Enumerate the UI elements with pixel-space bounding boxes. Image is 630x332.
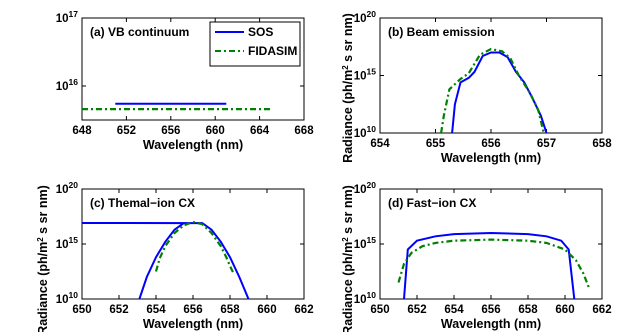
x-tick-label: 658 <box>592 138 612 150</box>
y-tick-label: 1010 <box>56 290 79 306</box>
legend-label: FIDASIM <box>248 44 297 58</box>
series-line-sos <box>403 231 576 299</box>
x-axis-label: Wavelength (nm) <box>441 317 541 331</box>
series-line-fidasim <box>154 220 235 275</box>
y-tick-label: 1017 <box>56 9 79 25</box>
panel-2: 654 655 656 657 658 1010 1015 1020 Wavelength (n… <box>354 9 612 165</box>
x-tick-label: 660 <box>555 304 574 316</box>
x-tick-label: 662 <box>294 304 313 316</box>
x-tick-label: 664 <box>250 125 270 137</box>
x-tick-label: 656 <box>481 304 500 316</box>
x-tick-label: 656 <box>161 125 180 137</box>
x-tick-label: 652 <box>109 304 128 316</box>
x-tick-label: 658 <box>518 304 538 316</box>
x-tick-label: 660 <box>257 304 276 316</box>
panel-title: (d) Fast−ion CX <box>388 196 476 210</box>
series-line-sos <box>451 51 548 133</box>
y-tick-label: 1016 <box>56 77 79 93</box>
y-tick-label: 1015 <box>354 67 377 83</box>
x-tick-label: 660 <box>206 125 225 137</box>
y-axis-label-upper-right: Radiance (ph/m2 s sr nm) <box>341 13 356 163</box>
plot-frame <box>81 17 305 121</box>
x-tick-label: 650 <box>370 304 389 316</box>
x-tick-label: 652 <box>117 125 136 137</box>
x-tick-label: 656 <box>183 304 202 316</box>
x-tick-label: 648 <box>72 125 92 137</box>
y-tick-label: 1020 <box>354 180 377 196</box>
y-axis-label-right: Radiance (ph/m2 s sr nm) <box>341 185 356 332</box>
x-tick-label: 658 <box>220 304 240 316</box>
x-tick-label: 654 <box>444 304 464 316</box>
series-line-fidasim <box>440 47 545 133</box>
x-axis-label: Wavelength (nm) <box>441 151 541 165</box>
y-tick-label: 1010 <box>354 290 377 306</box>
panel-1: 648 652 656 660 664 668 1016 1017 Wavelength (nm… <box>56 9 314 152</box>
x-tick-label: 652 <box>407 304 426 316</box>
y-tick-label: 1020 <box>56 180 79 196</box>
x-tick-label: 655 <box>426 138 446 150</box>
legend-box <box>209 21 301 67</box>
panel-title: (b) Beam emission <box>388 25 495 39</box>
x-axis-label: Wavelength (nm) <box>143 138 243 152</box>
panel-4: 650 652 654 656 658 660 662 1010 1015 1020 Wavelen… <box>354 180 612 331</box>
legend-label: SOS <box>248 25 273 39</box>
series-line-fidasim <box>397 238 591 289</box>
y-tick-label: 1010 <box>354 124 377 140</box>
x-tick-label: 654 <box>146 304 166 316</box>
x-axis-label: Wavelength (nm) <box>143 317 243 331</box>
series-line-sos <box>82 221 250 299</box>
panel-title: (c) Themal−ion CX <box>90 196 195 210</box>
x-tick-label: 654 <box>370 138 390 150</box>
panel-title: (a) VB continuum <box>90 25 189 39</box>
y-axis-label: Radiance (ph/m2 s sr nm) <box>36 185 51 332</box>
y-tick-label: 1015 <box>56 235 79 251</box>
y-tick-label: 1020 <box>354 9 377 25</box>
panel-3: 650 652 654 656 658 660 662 1010 1015 1020 Wavelen… <box>56 180 314 331</box>
x-tick-label: 650 <box>72 304 91 316</box>
y-tick-label: 1015 <box>354 235 377 251</box>
x-tick-label: 656 <box>481 138 500 150</box>
x-tick-label: 657 <box>537 138 556 150</box>
x-tick-label: 668 <box>294 125 314 137</box>
x-tick-label: 662 <box>592 304 611 316</box>
